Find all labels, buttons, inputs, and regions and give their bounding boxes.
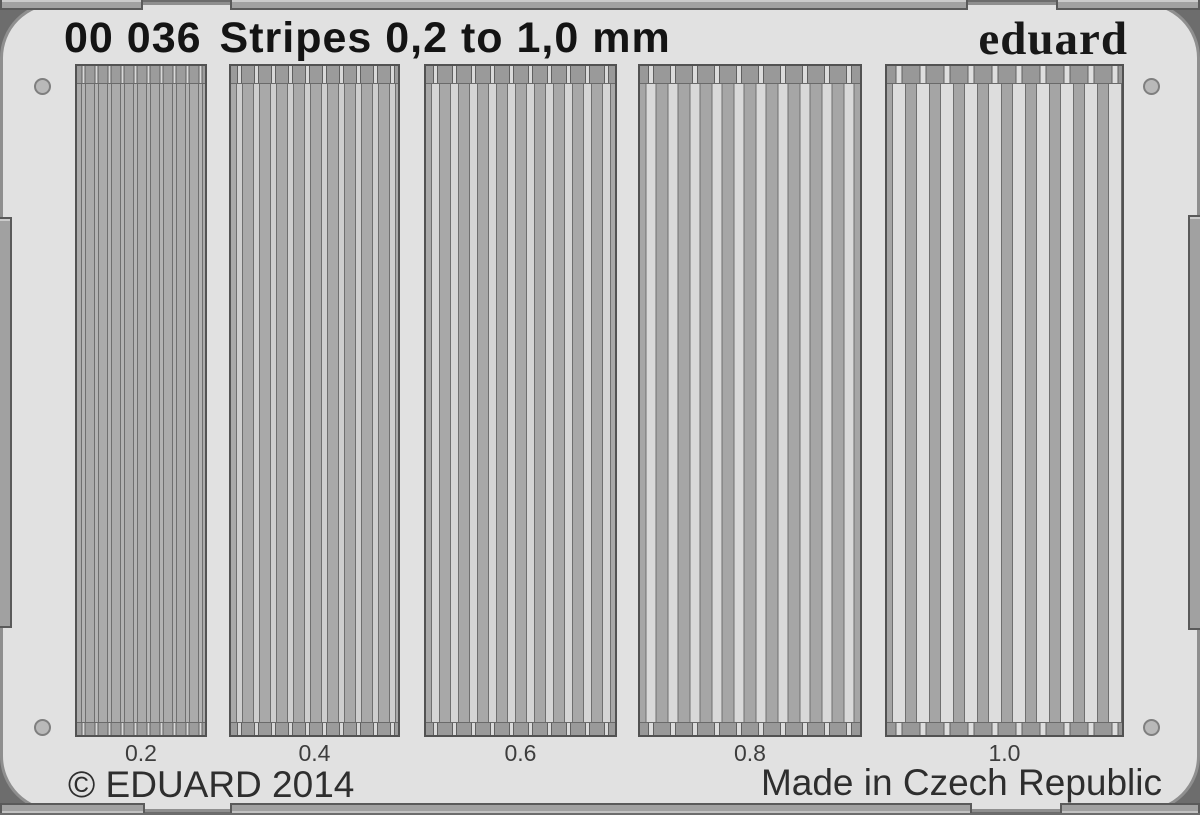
- stripe-attachment-rail-top: [77, 66, 205, 84]
- stripe-panel-0-6mm: [424, 64, 617, 737]
- panel-width-label: 1.0: [988, 740, 1021, 766]
- rivet-hole-bottom-right: [1143, 719, 1160, 736]
- header: 00 036 Stripes 0,2 to 1,0 mm: [64, 14, 671, 63]
- stripe-attachment-rail-bottom: [640, 722, 860, 735]
- stripe-attachment-rail-top: [640, 66, 860, 84]
- carrier-tab-right: [1188, 215, 1200, 630]
- rivet-hole-top-left: [34, 78, 51, 95]
- stripe-attachment-rail-top: [887, 66, 1122, 84]
- panel-width-label: 0.8: [734, 740, 766, 766]
- stripe-panel-1-0mm: [885, 64, 1124, 737]
- stripe-attachment-rail-bottom: [426, 722, 615, 735]
- stripe-attachment-rail-bottom: [77, 722, 205, 735]
- part-number: 00 036: [64, 14, 202, 62]
- stripe-attachment-rail-bottom: [887, 722, 1122, 735]
- carrier-tab-top-right: [1056, 0, 1200, 10]
- carrier-tab-left: [0, 217, 12, 628]
- copyright-text: © EDUARD 2014: [68, 764, 355, 805]
- carrier-tab-bottom-right: [1060, 803, 1200, 813]
- stripe-panel-0-4mm: [229, 64, 400, 737]
- panel-width-label: 0.2: [125, 740, 157, 766]
- stripe-panel-0-2mm: [75, 64, 207, 737]
- stripe-attachment-rail-bottom: [231, 722, 398, 735]
- carrier-tab-bottom-left: [0, 803, 145, 813]
- carrier-tab-top-center: [230, 0, 968, 10]
- stripe-panel-0-8mm: [638, 64, 862, 737]
- panel-width-label: 0.6: [504, 740, 537, 766]
- stripe-attachment-rail-top: [231, 66, 398, 84]
- rivet-hole-bottom-left: [34, 719, 51, 736]
- carrier-tab-bottom-center: [230, 803, 972, 813]
- panel-width-label: 0.4: [298, 740, 331, 766]
- stripe-attachment-rail-top: [426, 66, 615, 84]
- made-in-text: Made in Czech Republic: [760, 762, 1162, 803]
- rivet-hole-top-right: [1143, 78, 1160, 95]
- carrier-tab-top-left: [0, 0, 143, 10]
- fret-title: Stripes 0,2 to 1,0 mm: [219, 14, 671, 62]
- eduard-logo: eduard: [978, 13, 1128, 65]
